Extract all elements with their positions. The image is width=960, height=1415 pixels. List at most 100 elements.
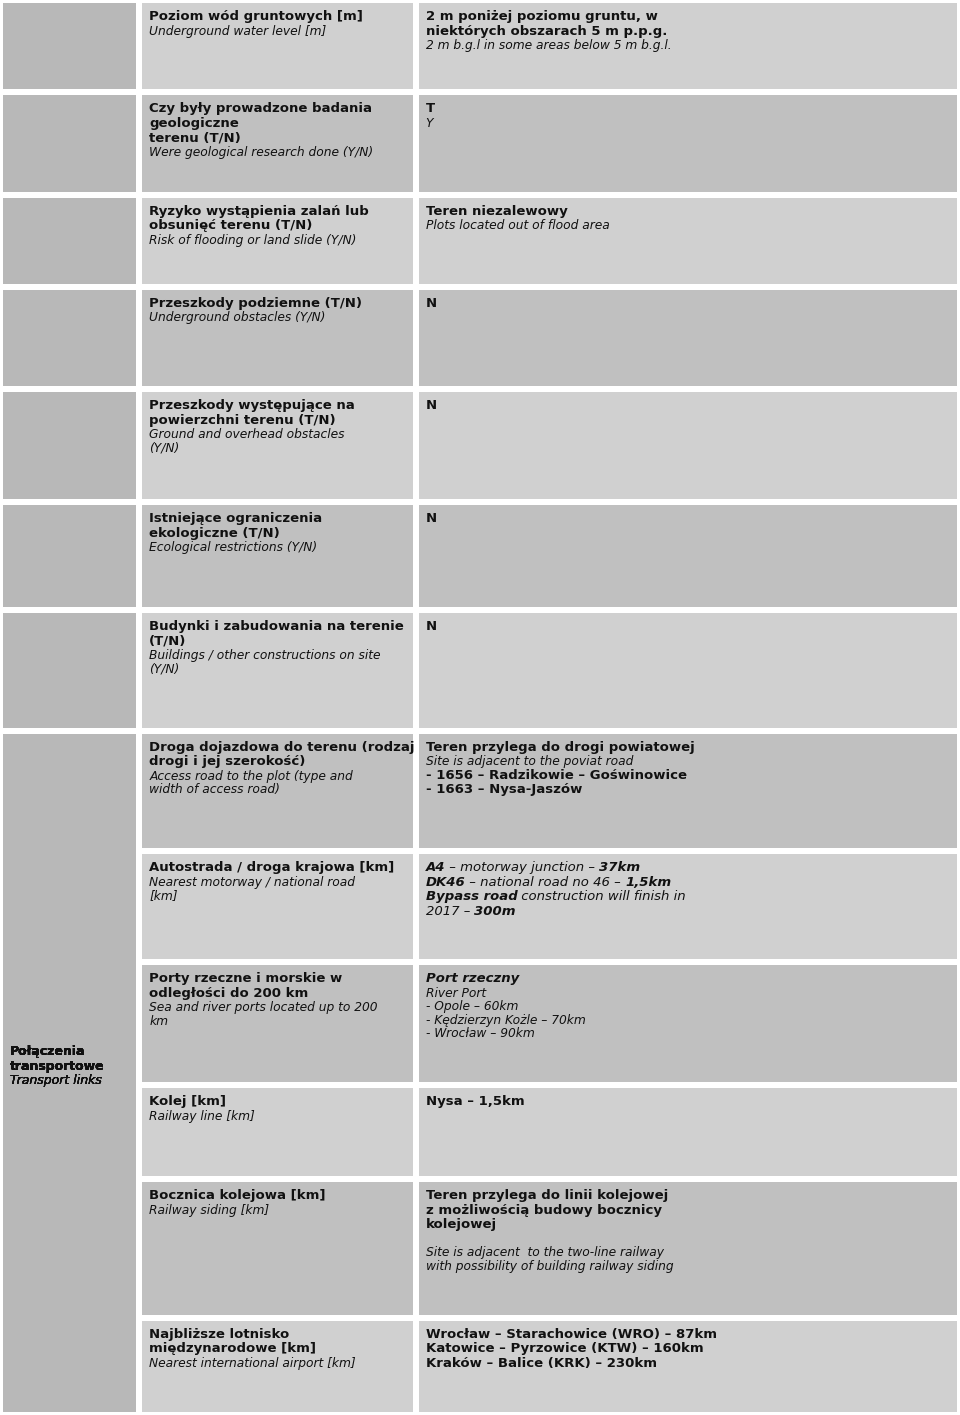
Text: Kraków – Balice (KRK) – 230km: Kraków – Balice (KRK) – 230km (425, 1357, 657, 1370)
Bar (0, 730, 139, 1415)
Text: width of access road): width of access road) (149, 782, 280, 797)
Bar (142, 855, 413, 959)
Bar (139, 502, 416, 610)
Bar (416, 92, 960, 195)
Bar (419, 95, 957, 191)
Bar (0, 502, 139, 610)
Bar (142, 733, 413, 849)
Bar (419, 198, 957, 284)
Bar (419, 855, 957, 959)
Text: Połączenia: Połączenia (10, 1046, 85, 1058)
Text: construction will finish in: construction will finish in (517, 890, 686, 903)
Bar (419, 965, 957, 1082)
Text: Railway siding [km]: Railway siding [km] (149, 1204, 270, 1217)
Bar (3, 733, 136, 1412)
Text: N: N (425, 512, 437, 525)
Text: km: km (149, 1015, 168, 1027)
Bar (0, 730, 139, 1415)
Text: geologiczne: geologiczne (149, 116, 239, 130)
Bar (142, 392, 413, 499)
Text: międzynarodowe [km]: międzynarodowe [km] (149, 1343, 316, 1356)
Text: – national road no 46 –: – national road no 46 – (466, 876, 625, 889)
Text: Transport links: Transport links (10, 1074, 102, 1087)
Text: Ground and overhead obstacles: Ground and overhead obstacles (149, 429, 345, 441)
Bar (419, 733, 957, 849)
Bar (142, 290, 413, 386)
Text: Nearest motorway / national road: Nearest motorway / national road (149, 876, 355, 889)
Text: – motorway junction –: – motorway junction – (445, 862, 599, 874)
Text: 37km: 37km (599, 862, 640, 874)
Bar (139, 0, 416, 92)
Text: Transport links: Transport links (10, 1074, 102, 1087)
Bar (0, 610, 139, 730)
Text: Bypass road: Bypass road (425, 890, 517, 903)
Text: transportowe: transportowe (10, 1060, 105, 1073)
Bar (3, 733, 136, 1412)
Bar (419, 1088, 957, 1176)
Text: transportowe: transportowe (10, 1060, 105, 1073)
Text: River Port: River Port (425, 986, 486, 999)
Bar (139, 730, 416, 852)
Text: Transport links: Transport links (10, 1074, 102, 1087)
Bar (416, 287, 960, 389)
Text: Nearest international airport [km]: Nearest international airport [km] (149, 1357, 356, 1370)
Text: transportowe: transportowe (10, 1060, 105, 1073)
Text: Połączenia: Połączenia (10, 1046, 85, 1058)
Bar (139, 1179, 416, 1317)
Text: Teren przylega do linii kolejowej: Teren przylega do linii kolejowej (425, 1190, 668, 1203)
Bar (419, 3, 957, 89)
Text: Droga dojazdowa do terenu (rodzaj: Droga dojazdowa do terenu (rodzaj (149, 740, 415, 754)
Bar (419, 1183, 957, 1315)
Text: Teren przylega do drogi powiatowej: Teren przylega do drogi powiatowej (425, 740, 694, 754)
Bar (139, 1317, 416, 1415)
Text: Budynki i zabudowania na terenie: Budynki i zabudowania na terenie (149, 620, 404, 633)
Bar (0, 730, 139, 1415)
Bar (142, 505, 413, 607)
Text: - Kędzierzyn Kożle – 70km: - Kędzierzyn Kożle – 70km (425, 1013, 586, 1027)
Bar (3, 198, 136, 284)
Text: with possibility of building railway siding: with possibility of building railway sid… (425, 1259, 673, 1274)
Text: Katowice – Pyrzowice (KTW) – 160km: Katowice – Pyrzowice (KTW) – 160km (425, 1343, 704, 1356)
Text: [km]: [km] (149, 890, 178, 903)
Text: Buildings / other constructions on site: Buildings / other constructions on site (149, 648, 381, 662)
Bar (139, 287, 416, 389)
Text: ekologiczne (T/N): ekologiczne (T/N) (149, 526, 280, 539)
Text: Przeszkody występujące na: Przeszkody występujące na (149, 399, 355, 412)
Bar (419, 613, 957, 727)
Text: Bocznica kolejowa [km]: Bocznica kolejowa [km] (149, 1190, 325, 1203)
Bar (3, 95, 136, 191)
Bar (139, 195, 416, 287)
Text: Teren niezalewowy: Teren niezalewowy (425, 205, 567, 218)
Text: A4: A4 (425, 862, 445, 874)
Bar (0, 0, 139, 92)
Text: 2 m poniżej poziomu gruntu, w: 2 m poniżej poziomu gruntu, w (425, 10, 658, 23)
Text: DK46: DK46 (425, 876, 466, 889)
Bar (0, 92, 139, 195)
Bar (3, 733, 136, 1412)
Bar (419, 1320, 957, 1412)
Text: Wrocław – Starachowice (WRO) – 87km: Wrocław – Starachowice (WRO) – 87km (425, 1327, 717, 1340)
Text: 300m: 300m (474, 906, 516, 918)
Text: N: N (425, 620, 437, 633)
Text: (Y/N): (Y/N) (149, 662, 180, 675)
Text: (T/N): (T/N) (149, 634, 186, 647)
Bar (0, 389, 139, 502)
Bar (3, 733, 136, 1412)
Bar (416, 1179, 960, 1317)
Bar (3, 392, 136, 499)
Bar (416, 195, 960, 287)
Bar (3, 505, 136, 607)
Text: Czy były prowadzone badania: Czy były prowadzone badania (149, 102, 372, 115)
Text: (Y/N): (Y/N) (149, 441, 180, 454)
Text: drogi i jej szerokość): drogi i jej szerokość) (149, 756, 305, 768)
Text: Transport links: Transport links (10, 1074, 102, 1087)
Text: 2017 –: 2017 – (425, 906, 474, 918)
Bar (3, 3, 136, 89)
Bar (142, 965, 413, 1082)
Bar (416, 610, 960, 730)
Bar (0, 195, 139, 287)
Bar (0, 730, 139, 1415)
Text: N: N (425, 297, 437, 310)
Text: Risk of flooding or land slide (Y/N): Risk of flooding or land slide (Y/N) (149, 233, 356, 246)
Text: Poziom wód gruntowych [m]: Poziom wód gruntowych [m] (149, 10, 363, 23)
